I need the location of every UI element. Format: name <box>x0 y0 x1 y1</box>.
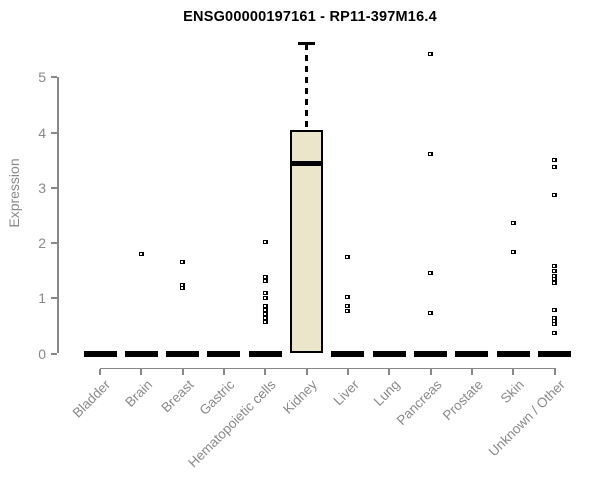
outlier-point <box>138 251 144 256</box>
outlier-point <box>345 254 351 259</box>
flat-box <box>166 350 200 357</box>
y-tick <box>51 76 57 79</box>
x-tick <box>346 369 349 376</box>
outlier-point <box>428 271 434 276</box>
x-tick <box>553 369 556 376</box>
outlier-point <box>180 260 186 265</box>
x-tick-label: Liver <box>330 376 362 408</box>
outlier-point <box>180 283 186 287</box>
flat-box <box>83 350 117 357</box>
x-tick-label: Lung <box>371 376 403 409</box>
outlier-point <box>428 151 434 156</box>
flat-box <box>124 350 158 357</box>
y-tick-label: 5 <box>38 69 46 86</box>
y-tick <box>51 297 57 300</box>
outlier-point <box>552 192 558 197</box>
outlier-point <box>345 295 351 300</box>
outlier-point <box>262 240 268 245</box>
outlier-point <box>552 269 558 274</box>
x-tick <box>181 369 184 376</box>
outlier-point <box>262 290 268 295</box>
outlier-point <box>180 286 186 291</box>
outlier-point <box>552 322 558 327</box>
whisker <box>305 43 308 130</box>
flat-box <box>331 350 365 357</box>
outlier-point <box>552 318 558 323</box>
chart-title: ENSG00000197161 - RP11-397M16.4 <box>183 9 437 25</box>
outlier-point <box>262 320 268 324</box>
x-tick <box>512 369 515 376</box>
outlier-point <box>262 274 268 279</box>
median-line <box>290 160 324 166</box>
flat-box <box>496 350 530 357</box>
x-tick-label: Unknown / Other <box>486 376 569 459</box>
x-tick <box>388 369 391 376</box>
x-tick-label: Prostate <box>439 376 486 423</box>
outlier-point <box>345 303 351 308</box>
outlier-point <box>510 220 516 225</box>
outlier-point <box>428 52 434 57</box>
outlier-point <box>552 308 558 313</box>
whisker-cap <box>298 42 316 46</box>
flat-box <box>207 350 241 357</box>
x-tick-label: Bladder <box>70 376 114 421</box>
y-tick-label: 4 <box>38 124 46 141</box>
x-tick-label: Breast <box>158 376 197 415</box>
x-tick <box>429 369 432 376</box>
y-tick <box>51 131 57 134</box>
x-tick <box>470 369 473 376</box>
y-tick <box>51 186 57 189</box>
x-axis <box>100 367 556 370</box>
x-tick-label: Skin <box>497 376 527 406</box>
outlier-point <box>552 277 558 282</box>
outlier-point <box>552 315 558 320</box>
outlier-point <box>552 273 558 278</box>
x-tick-label: Brain <box>122 376 155 410</box>
x-tick <box>140 369 143 376</box>
y-tick <box>51 242 57 245</box>
outlier-point <box>262 278 268 283</box>
y-tick-label: 2 <box>38 235 46 252</box>
outlier-point <box>510 250 516 255</box>
y-tick-label: 1 <box>38 290 46 307</box>
y-tick-label: 0 <box>38 345 46 362</box>
x-tick <box>264 369 267 376</box>
outlier-point <box>552 264 558 269</box>
outlier-point <box>552 157 558 162</box>
x-tick-label: Kidney <box>280 376 321 417</box>
flat-box <box>414 350 448 357</box>
flat-box <box>455 350 489 357</box>
y-axis <box>57 77 59 354</box>
flat-box <box>248 350 282 357</box>
outlier-point <box>262 296 268 301</box>
x-tick <box>305 369 308 376</box>
outlier-point <box>552 331 558 336</box>
flat-box <box>538 350 572 357</box>
outlier-point <box>552 165 558 170</box>
x-tick <box>99 369 101 376</box>
x-tick-label: Pancreas <box>393 376 445 428</box>
outlier-point <box>262 303 268 308</box>
outlier-point <box>345 308 351 313</box>
outlier-point <box>262 307 268 312</box>
y-tick-label: 3 <box>38 179 46 196</box>
outlier-point <box>262 316 268 321</box>
outlier-point <box>428 311 434 316</box>
outlier-point <box>552 281 558 286</box>
outlier-point <box>262 311 268 316</box>
x-tick-label: Gastric <box>196 376 238 418</box>
flat-box <box>372 350 406 357</box>
box <box>290 129 324 354</box>
y-tick <box>51 352 57 355</box>
x-tick <box>222 369 225 376</box>
